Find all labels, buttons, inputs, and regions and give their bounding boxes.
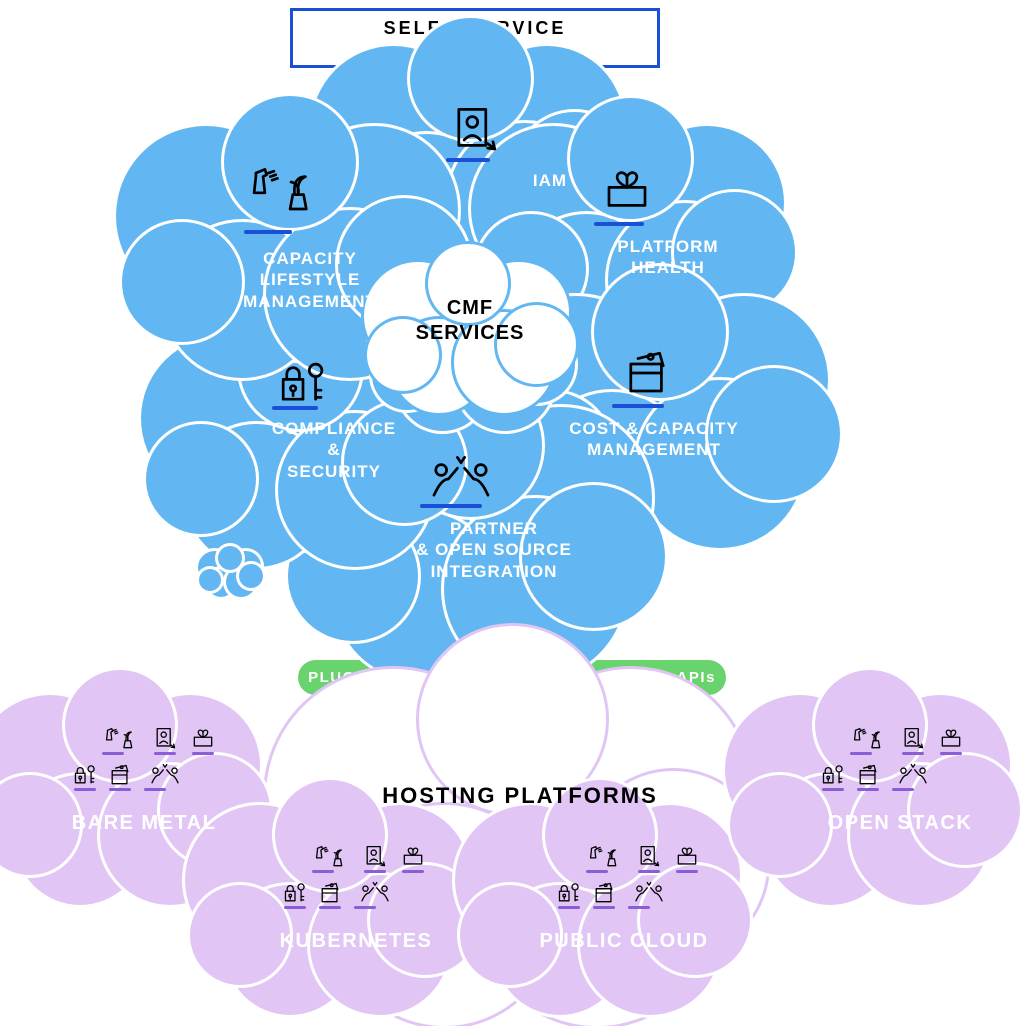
spray-plant-icon [248, 164, 316, 218]
service-label-capacity-lifestyle: CAPACITYLIFESTYLEMANAGEMENT [210, 248, 410, 312]
mini-service-icons [556, 840, 686, 910]
lock-key-icon [276, 356, 330, 410]
accent-underline [244, 230, 292, 234]
service-label-platform-health: PLATFORMHEALTH [568, 236, 768, 279]
accent-underline [612, 404, 664, 408]
service-label-partner-oss: PARTNER& OPEN SOURCEINTEGRATION [394, 518, 594, 582]
host-label-baremetal: BARE METAL [54, 812, 234, 835]
highfive-icon [424, 452, 498, 506]
money-box-icon [620, 346, 674, 400]
accent-underline [594, 222, 644, 226]
cmf-center-label: CMFSERVICES [400, 296, 540, 346]
heart-box-icon [600, 164, 654, 218]
user-card-icon [448, 104, 502, 158]
hosting-title: HOSTING PLATFORMS [340, 782, 700, 810]
host-label-kubernetes: KUBERNETES [266, 930, 446, 953]
service-label-compliance: COMPLIANCE&SECURITY [234, 418, 434, 482]
mini-service-icons [282, 840, 412, 910]
host-label-openstack: OPEN STACK [810, 812, 990, 835]
accent-underline [420, 504, 482, 508]
mini-service-icons [820, 722, 950, 792]
mini-service-icons [72, 722, 202, 792]
host-label-publiccloud: PUBLIC CLOUD [534, 930, 714, 953]
accent-underline [446, 158, 490, 162]
service-label-cost-capacity: COST & CAPACITYMANAGEMENT [554, 418, 754, 461]
accent-underline [272, 406, 318, 410]
